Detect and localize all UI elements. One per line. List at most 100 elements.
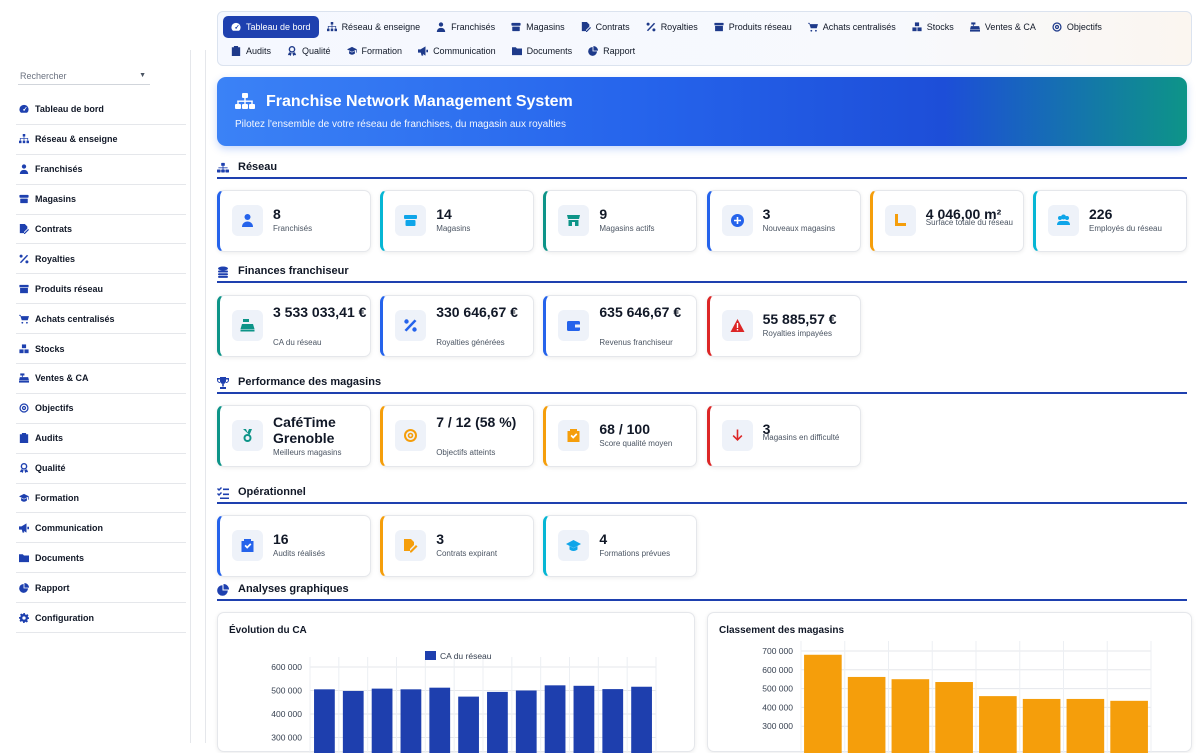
- sidebar-item-formation[interactable]: Formation: [16, 484, 186, 514]
- tab-objectifs[interactable]: Objectifs: [1044, 16, 1110, 38]
- file-signature-icon: [403, 538, 418, 553]
- tab-label: Formation: [362, 46, 403, 56]
- section-finances: Finances franchiseur: [217, 265, 1187, 283]
- gear-icon: [19, 613, 29, 623]
- sitemap-icon: [217, 162, 229, 174]
- graduation-cap-icon: [566, 538, 581, 553]
- y-tick-label: 300 000: [271, 733, 302, 743]
- megaphone-icon: [19, 523, 29, 533]
- sidebar-item-label: Objectifs: [35, 403, 74, 413]
- kpi-label: Formations prévues: [599, 548, 694, 559]
- kpi-value: 3 533 033,41 €: [273, 304, 373, 320]
- kpi-icon-box: [558, 530, 589, 561]
- y-tick-label: 500 000: [762, 684, 793, 694]
- sidebar-item-qualit-[interactable]: Qualité: [16, 454, 186, 484]
- kpi-label: Score qualité moyen: [599, 438, 694, 449]
- sidebar-item-rapport[interactable]: Rapport: [16, 573, 186, 603]
- pie-chart-icon: [588, 46, 598, 56]
- section-title: Opérationnel: [238, 486, 306, 498]
- sidebar-item-r-seau-enseigne[interactable]: Réseau & enseigne: [16, 125, 186, 155]
- award-icon: [287, 46, 297, 56]
- kpi-label: Franchisés: [273, 223, 368, 234]
- sidebar-item-magasins[interactable]: Magasins: [16, 185, 186, 215]
- sidebar-item-stocks[interactable]: Stocks: [16, 334, 186, 364]
- group-icon: [1056, 213, 1071, 228]
- sidebar-item-contrats[interactable]: Contrats: [16, 215, 186, 245]
- bar: [487, 692, 508, 753]
- bar: [804, 655, 842, 753]
- kpi-icon-box: [722, 310, 753, 341]
- kpi-card: 330 646,67 €Royalties générées: [380, 295, 534, 357]
- sidebar-item-documents[interactable]: Documents: [16, 543, 186, 573]
- cubes-icon: [19, 344, 29, 354]
- main-divider: [205, 50, 206, 743]
- tab-stocks[interactable]: Stocks: [904, 16, 962, 38]
- tab-row: Tableau de bord Réseau & enseigne Franchis…: [223, 16, 1186, 38]
- sidebar-item-configuration[interactable]: Configuration: [16, 603, 186, 633]
- tab-contrats[interactable]: Contrats: [573, 16, 638, 38]
- bar: [1110, 701, 1148, 753]
- sitemap-icon: [19, 134, 29, 144]
- bar: [892, 679, 930, 753]
- kpi-icon-box: [232, 205, 263, 236]
- sidebar-item-label: Achats centralisés: [35, 314, 115, 324]
- sidebar-item-achats-centralis-s[interactable]: Achats centralisés: [16, 304, 186, 334]
- sidebar-item-objectifs[interactable]: Objectifs: [16, 394, 186, 424]
- section-title: Performance des magasins: [238, 376, 381, 388]
- tab-label: Réseau & enseigne: [342, 22, 421, 32]
- sidebar-item-communication[interactable]: Communication: [16, 513, 186, 543]
- sidebar-item-tableau-de-bord[interactable]: Tableau de bord: [16, 95, 186, 125]
- bar: [343, 691, 364, 753]
- tab-franchis-s[interactable]: Franchisés: [428, 16, 503, 38]
- y-tick-label: 400 000: [271, 709, 302, 719]
- tab-formation[interactable]: Formation: [339, 40, 411, 62]
- tab-communication[interactable]: Communication: [410, 40, 504, 62]
- section-analyses: Analyses graphiques: [217, 583, 1187, 601]
- kpi-icon-box: [722, 205, 753, 236]
- tab-produits-r-seau[interactable]: Produits réseau: [706, 16, 800, 38]
- bar: [372, 689, 393, 753]
- kpi-label: Contrats expirant: [436, 548, 531, 559]
- cubes-icon: [912, 22, 922, 32]
- kpi-icon-box: [885, 205, 916, 236]
- sidebar-item-ventes-ca[interactable]: Ventes & CA: [16, 364, 186, 394]
- tab-r-seau-enseigne[interactable]: Réseau & enseigne: [319, 16, 429, 38]
- kpi-value: 16: [273, 531, 373, 547]
- bar: [631, 687, 652, 753]
- section-title: Finances franchiseur: [238, 265, 349, 277]
- tab-ventes-ca[interactable]: Ventes & CA: [962, 16, 1044, 38]
- bar: [979, 696, 1017, 753]
- tab-tableau-de-bord[interactable]: Tableau de bord: [223, 16, 319, 38]
- tab-audits[interactable]: Audits: [223, 40, 279, 62]
- tab-qualit-[interactable]: Qualité: [279, 40, 339, 62]
- sidebar-item-label: Franchisés: [35, 164, 83, 174]
- kpi-label: Objectifs atteints: [436, 447, 531, 458]
- tab-rapport[interactable]: Rapport: [580, 40, 643, 62]
- search-select[interactable]: Rechercher▼: [18, 67, 150, 85]
- kpi-icon-box: [558, 205, 589, 236]
- tab-documents[interactable]: Documents: [504, 40, 581, 62]
- box-icon: [19, 284, 29, 294]
- list-check-icon: [217, 487, 229, 499]
- tab-magasins[interactable]: Magasins: [503, 16, 573, 38]
- cart-icon: [19, 314, 29, 324]
- tab-royalties[interactable]: Royalties: [638, 16, 706, 38]
- sidebar-item-franchis-s[interactable]: Franchisés: [16, 155, 186, 185]
- sidebar-item-produits-r-seau[interactable]: Produits réseau: [16, 274, 186, 304]
- tab-achats-centralis-s[interactable]: Achats centralisés: [800, 16, 904, 38]
- sidebar-item-royalties[interactable]: Royalties: [16, 244, 186, 274]
- percent-icon: [19, 254, 29, 264]
- page-subtitle: Pilotez l'ensemble de votre réseau de fr…: [235, 119, 566, 130]
- chevron-down-icon[interactable]: ▼: [139, 72, 146, 79]
- sidebar-item-audits[interactable]: Audits: [16, 424, 186, 454]
